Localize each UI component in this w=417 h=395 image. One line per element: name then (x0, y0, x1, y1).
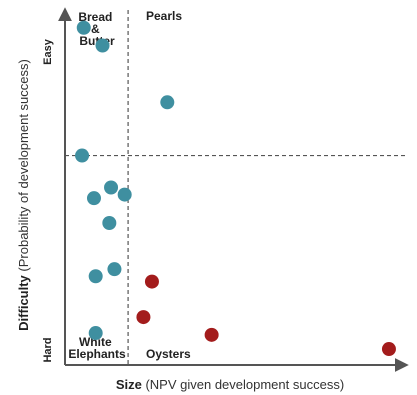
x-axis-title-rest: (NPV given development success) (142, 377, 344, 392)
data-point-s1-3 (381, 342, 396, 357)
quadrant-label-oysters: Oysters (146, 347, 191, 361)
y-axis-title-rest: (Probability of development success) (16, 59, 31, 275)
data-point-s0-6 (117, 187, 132, 202)
data-point-s1-0 (144, 274, 159, 289)
data-point-s0-7 (102, 216, 117, 230)
data-point-s0-3 (75, 148, 90, 163)
data-point-s0-10 (88, 326, 103, 341)
data-point-s0-1 (95, 38, 110, 53)
x-axis-title-bold: Size (116, 377, 142, 392)
data-point-s0-2 (160, 95, 175, 110)
data-point-s0-5 (86, 191, 101, 206)
x-axis-title: Size (NPV given development success) (116, 377, 344, 392)
data-point-s0-9 (88, 269, 103, 284)
data-point-s0-8 (107, 262, 122, 277)
data-points (75, 20, 396, 357)
quadrant-label-white-elephants: White Elephants (68, 335, 126, 361)
y-tick-label-easy: Easy (42, 38, 54, 65)
data-point-s1-1 (136, 310, 151, 325)
y-axis-title: Difficulty (Probability of development s… (16, 59, 31, 331)
y-tick-label-hard: Hard (42, 337, 54, 362)
y-axis-title-bold: Difficulty (16, 274, 31, 330)
data-point-s0-4 (104, 180, 119, 195)
quadrant-label-pearls: Pearls (146, 9, 182, 23)
data-point-s1-2 (204, 327, 219, 342)
data-point-s0-0 (76, 20, 91, 35)
